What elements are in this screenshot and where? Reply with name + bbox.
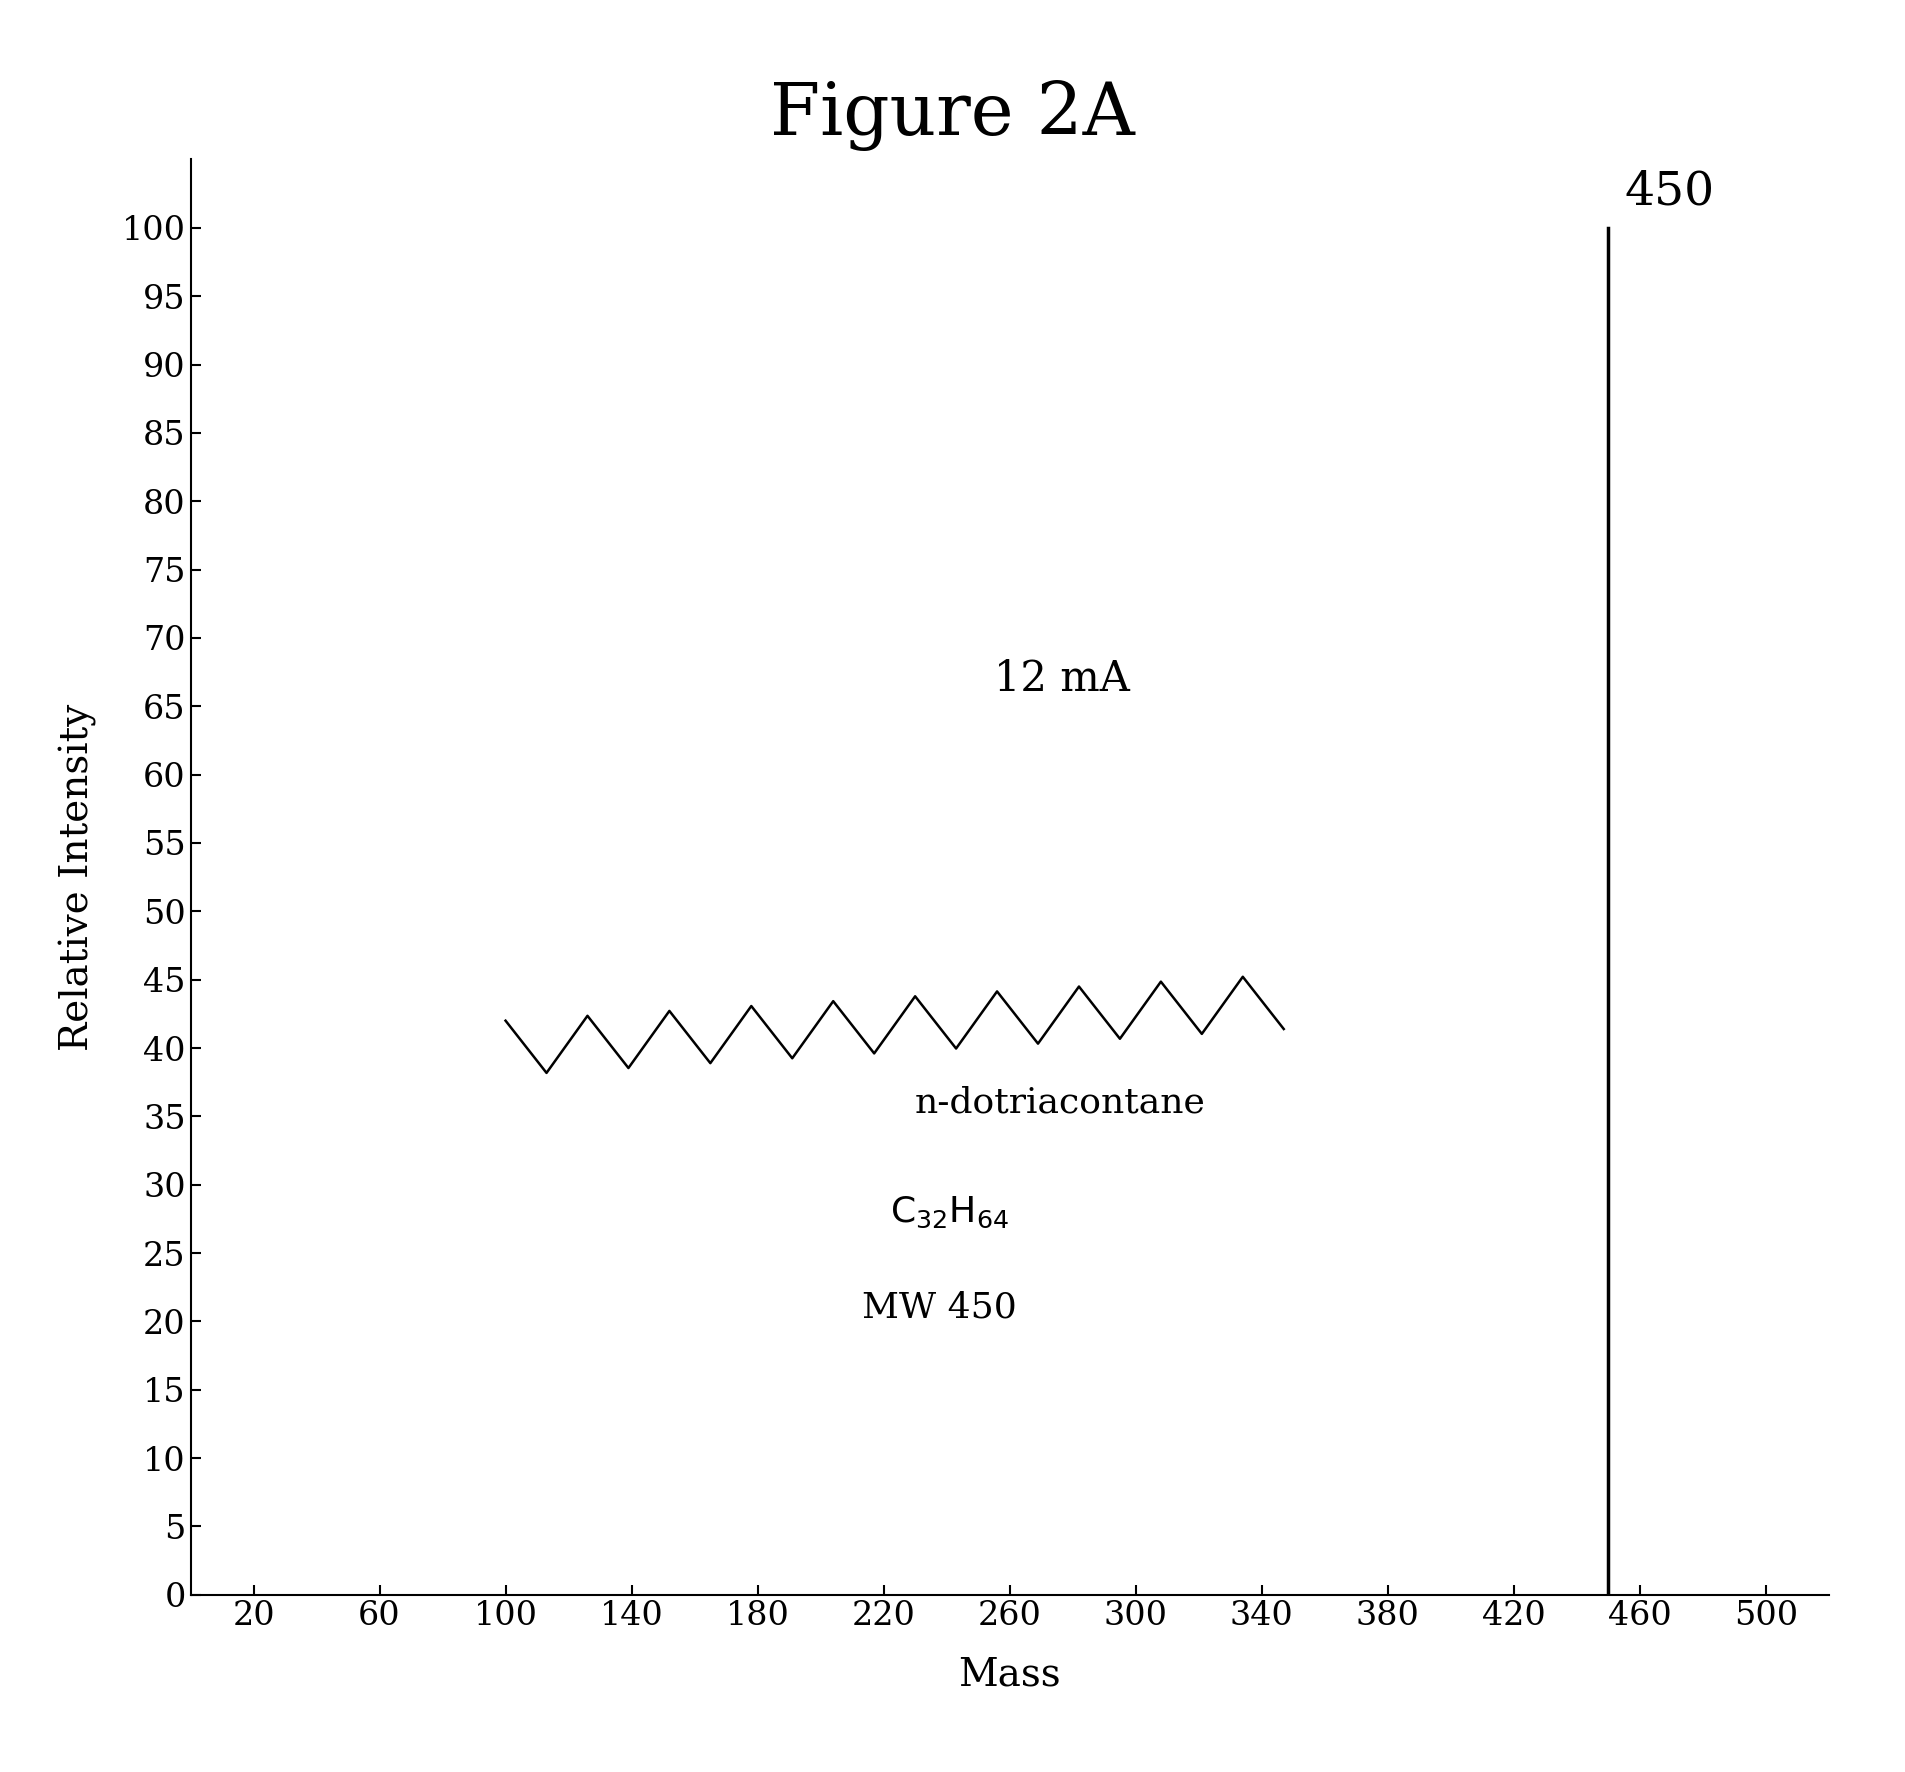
Text: Figure 2A: Figure 2A xyxy=(770,80,1135,151)
Y-axis label: Relative Intensity: Relative Intensity xyxy=(59,703,97,1051)
X-axis label: Mass: Mass xyxy=(958,1657,1061,1694)
Text: 12 mA: 12 mA xyxy=(994,657,1130,700)
Text: 450: 450 xyxy=(1623,168,1714,214)
Text: $\mathrm{C_{32}H_{64}}$: $\mathrm{C_{32}H_{64}}$ xyxy=(890,1194,1010,1230)
Text: MW 450: MW 450 xyxy=(861,1290,1017,1325)
Text: n-dotriacontane: n-dotriacontane xyxy=(914,1086,1206,1120)
